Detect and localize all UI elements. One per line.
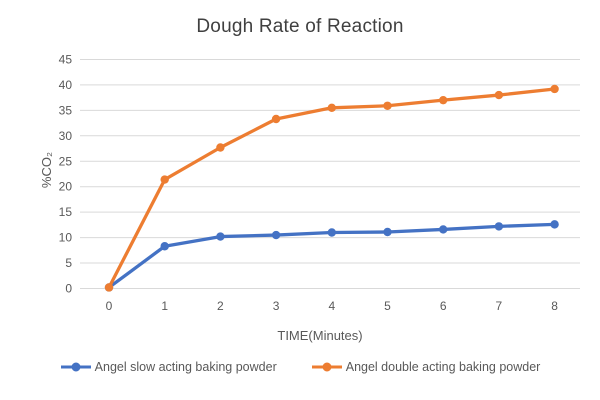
y-tick-label: 25 <box>59 154 73 168</box>
x-tick-label: 8 <box>551 299 558 313</box>
x-tick-label: 3 <box>273 299 280 313</box>
data-point <box>216 143 225 152</box>
data-point <box>160 242 169 251</box>
data-point <box>383 101 392 110</box>
data-point <box>550 84 559 94</box>
data-point <box>494 222 504 231</box>
y-tick-label: 0 <box>65 282 72 296</box>
x-tick-label: 5 <box>384 299 391 313</box>
data-point <box>104 283 114 292</box>
legend-marker-line-icon <box>60 362 91 372</box>
data-point <box>327 103 336 113</box>
y-tick-label: 15 <box>59 205 73 219</box>
data-point <box>494 90 504 100</box>
data-point <box>439 225 448 234</box>
x-tick-label: 6 <box>440 299 447 313</box>
data-point <box>271 114 281 124</box>
y-tick-label: 30 <box>59 129 73 143</box>
y-tick-label: 35 <box>59 103 73 117</box>
legend-marker-line-icon <box>311 362 342 372</box>
data-point <box>271 230 281 240</box>
legend-item-slow: Angel slow acting baking powder <box>60 360 277 374</box>
y-tick-label: 5 <box>65 256 72 270</box>
x-axis-label: TIME(Minutes) <box>277 328 363 343</box>
x-tick-label: 4 <box>328 299 335 313</box>
data-point <box>327 228 336 237</box>
y-tick-label: 40 <box>59 78 73 92</box>
x-tick-label: 0 <box>106 299 113 313</box>
legend: Angel slow acting baking powder Angel do… <box>0 360 600 374</box>
data-point <box>439 95 448 105</box>
legend-item-double: Angel double acting baking powder <box>311 360 541 374</box>
data-point <box>383 227 392 237</box>
x-tick-label: 2 <box>217 299 224 313</box>
x-tick-label: 1 <box>161 299 168 313</box>
series-line-1 <box>107 87 557 290</box>
x-tick-label: 7 <box>496 299 503 313</box>
data-point <box>550 220 559 229</box>
data-point <box>216 232 225 241</box>
y-tick-label: 10 <box>59 231 73 245</box>
legend-label-double: Angel double acting baking powder <box>345 360 541 374</box>
legend-label-slow: Angel slow acting baking powder <box>94 360 277 374</box>
data-point <box>160 175 169 184</box>
y-tick-label: 20 <box>59 180 73 194</box>
chart-title: Dough Rate of Reaction <box>196 16 404 37</box>
y-tick-label: 45 <box>59 52 73 66</box>
